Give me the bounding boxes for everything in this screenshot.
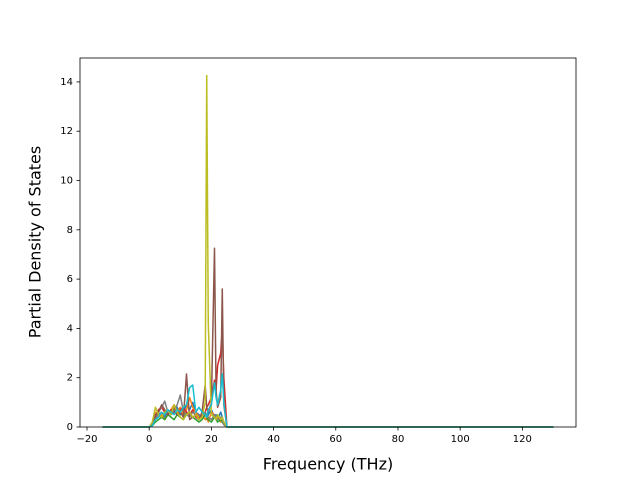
- x-axis-label: Frequency (THz): [263, 455, 393, 474]
- y-axis-label: Partial Density of States: [26, 146, 45, 338]
- x-tick-label: 100: [451, 434, 470, 445]
- y-tick-label: 8: [67, 225, 73, 236]
- y-tick-label: 4: [67, 323, 73, 334]
- x-tick-label: 20: [205, 434, 218, 445]
- pdos-line: [102, 373, 554, 428]
- y-tick-label: 12: [60, 126, 73, 137]
- x-tick-label: 80: [392, 434, 405, 445]
- pdos-line: [102, 394, 554, 428]
- y-tick-label: 0: [67, 422, 73, 433]
- y-tick-label: 2: [67, 373, 73, 384]
- x-tick-label: 60: [329, 434, 342, 445]
- x-tick-label: 0: [146, 434, 152, 445]
- plot-frame: [79, 57, 577, 428]
- y-tick-label: 10: [60, 176, 73, 187]
- y-tick-label: 6: [67, 274, 73, 285]
- x-tick-label: 40: [267, 434, 280, 445]
- pdos-line: [102, 74, 554, 428]
- pdos-line: [102, 247, 554, 428]
- x-tick-label: 120: [513, 434, 532, 445]
- x-tick-label: −20: [76, 434, 97, 445]
- y-tick-label: 14: [60, 77, 73, 88]
